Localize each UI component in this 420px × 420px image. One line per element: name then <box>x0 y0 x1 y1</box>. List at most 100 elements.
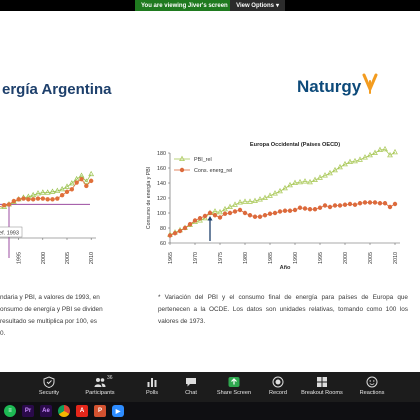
y-tick-label: 120 <box>157 196 166 202</box>
data-point <box>202 213 208 219</box>
data-point <box>69 187 75 192</box>
data-point <box>222 211 228 216</box>
data-point <box>74 180 79 185</box>
data-point <box>387 204 393 210</box>
data-point <box>45 197 50 202</box>
toolbar-label: Share Screen <box>216 390 252 396</box>
toolbar-label: Record <box>268 390 288 396</box>
toolbar-breakout-rooms-button[interactable]: Breakout Rooms <box>299 376 345 396</box>
data-point <box>217 208 223 215</box>
data-point <box>272 210 278 216</box>
data-point <box>257 214 263 219</box>
toolbar-reactions-button[interactable]: Reactions <box>349 376 395 396</box>
data-point <box>73 175 80 182</box>
left-caption-line: onsumo de energía y PBI se dividen <box>0 306 103 313</box>
toolbar-chat-button[interactable]: Chat <box>168 376 214 396</box>
toolbar-label: Breakout Rooms <box>301 390 343 396</box>
data-point <box>242 198 248 204</box>
slide-title: ergía Argentina <box>2 81 112 98</box>
data-point <box>357 156 363 162</box>
data-point <box>337 203 343 208</box>
legend-marker <box>179 155 185 161</box>
data-point <box>40 196 46 201</box>
data-point <box>272 190 278 196</box>
data-point <box>262 213 268 218</box>
reactions-icon <box>366 376 378 388</box>
data-point <box>307 207 313 212</box>
x-tick-label: 1990 <box>293 252 299 264</box>
x-tick-label: 1980 <box>243 252 249 264</box>
toolbar-label: Security <box>38 390 60 396</box>
data-point <box>267 211 273 216</box>
legend-marker <box>179 167 185 173</box>
x-tick-label: 2005 <box>65 252 71 264</box>
logo-text: Naturgy <box>297 77 362 96</box>
data-point <box>84 183 89 189</box>
x-tick-label: 2005 <box>368 252 374 264</box>
toolbar-share-screen-button[interactable]: Share Screen <box>211 376 257 396</box>
powerpoint-icon[interactable]: P <box>94 405 106 417</box>
toolbar-participants-button[interactable]: 36 Participants <box>77 375 123 396</box>
x-tick-label: 1995 <box>17 252 23 264</box>
data-point <box>68 180 75 186</box>
x-axis-label: Año <box>280 265 291 271</box>
data-point <box>11 198 17 204</box>
screen-share-banner: You are viewing Jiver's screen View Opti… <box>135 0 285 11</box>
data-point <box>88 170 95 177</box>
y-tick-label: 140 <box>157 181 166 187</box>
acrobat-icon[interactable]: A <box>76 405 88 417</box>
data-point <box>54 187 61 193</box>
left-caption: ndaria y PBI, a valores de 1993, en onsu… <box>0 292 112 340</box>
data-point <box>59 192 65 198</box>
data-point <box>49 188 56 194</box>
data-point <box>347 201 353 207</box>
toolbar-polls-button[interactable]: Polls <box>129 376 175 396</box>
toolbar-record-button[interactable]: Record <box>255 376 301 396</box>
left-caption-line: 0. <box>0 330 6 337</box>
data-point <box>197 216 203 221</box>
chrome-icon[interactable] <box>58 405 70 417</box>
data-point <box>337 163 343 170</box>
share-screen-icon <box>228 377 240 387</box>
toolbar-label: Participants <box>85 390 115 396</box>
spotify-icon[interactable]: ≡ <box>4 405 16 417</box>
data-point <box>367 151 373 158</box>
legend-label: PBI_rel <box>194 157 212 163</box>
data-point <box>83 178 90 184</box>
y-axis-label: Consumo de energía y PBI <box>146 167 152 229</box>
data-point <box>247 213 253 218</box>
premiere-icon[interactable]: Pr <box>22 405 34 417</box>
data-point <box>30 197 36 202</box>
data-point <box>317 174 323 180</box>
data-point <box>357 201 363 206</box>
data-point <box>377 201 383 206</box>
data-point <box>292 207 298 213</box>
data-point <box>392 148 398 155</box>
data-point <box>232 209 238 214</box>
data-point <box>177 228 183 234</box>
left-caption-line: resultado se multiplica por 100, es <box>0 318 97 325</box>
data-point <box>277 187 283 194</box>
share-status-text: You are viewing Jiver's screen <box>141 2 228 9</box>
x-tick-label: 2000 <box>343 252 349 264</box>
data-point <box>237 199 243 205</box>
ref-label-box <box>0 226 23 238</box>
x-tick-label: 1965 <box>168 252 174 264</box>
data-point <box>64 183 70 189</box>
view-options-button[interactable]: View Options ▾ <box>230 0 285 11</box>
data-point <box>387 151 393 158</box>
after-effects-icon[interactable]: Ae <box>40 405 52 417</box>
chart-title: Europa Occidental (Países OECD) <box>250 142 340 148</box>
toolbar-security-button[interactable]: Security <box>26 376 72 396</box>
data-point <box>187 222 193 227</box>
data-point <box>237 207 243 213</box>
data-point <box>267 192 273 198</box>
data-point <box>227 203 233 209</box>
chevron-down-icon: ▾ <box>275 3 279 9</box>
data-point <box>307 178 313 185</box>
data-point <box>382 145 388 152</box>
zoom-icon[interactable]: ▶ <box>112 405 124 417</box>
data-point <box>262 194 268 200</box>
data-point <box>277 209 283 214</box>
